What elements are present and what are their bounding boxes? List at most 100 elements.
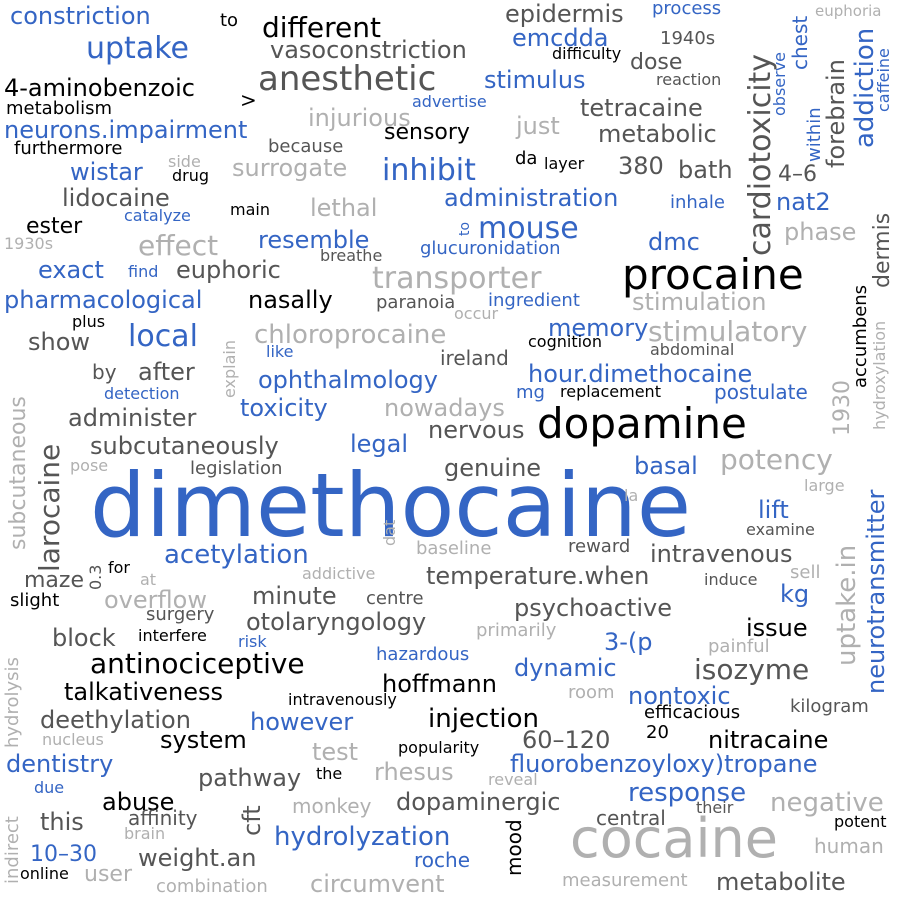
word-380: 380: [618, 152, 664, 180]
word-resemble: resemble: [258, 226, 370, 254]
word-test: test: [312, 738, 359, 766]
word-breathe: breathe: [320, 246, 383, 265]
word-uptake-in: uptake.in: [832, 544, 862, 666]
word-wistar: wistar: [70, 158, 143, 186]
word-affinity: affinity: [128, 806, 198, 830]
word-nasally: nasally: [248, 286, 333, 314]
word-observe: observe: [770, 51, 789, 116]
word-hour-dimethocaine: hour.dimethocaine: [528, 360, 753, 388]
word-toxicity: toxicity: [240, 394, 328, 422]
word-euphoric: euphoric: [176, 256, 281, 284]
word-due: due: [34, 778, 65, 797]
word-1930: 1930: [830, 380, 855, 436]
word-acetylation: acetylation: [164, 540, 309, 570]
word-sensory: sensory: [384, 120, 470, 145]
word-by: by: [92, 360, 117, 384]
word-centre: centre: [366, 588, 424, 609]
word-deethylation: deethylation: [40, 706, 191, 734]
word-local: local: [128, 319, 198, 354]
word-efficacious: efficacious: [644, 702, 741, 723]
word-injection: injection: [428, 704, 540, 734]
word-legal: legal: [350, 430, 409, 458]
word-la: la: [624, 486, 639, 505]
word-antinociceptive: antinociceptive: [90, 647, 305, 680]
word-issue: issue: [746, 614, 808, 642]
word-neurons-impairment: neurons.impairment: [4, 116, 248, 144]
word-maze: maze: [24, 568, 84, 593]
word-10-30: 10–30: [30, 842, 97, 867]
word-block: block: [52, 624, 116, 652]
word-occur: occur: [454, 304, 499, 323]
word-1930s: 1930s: [4, 234, 54, 253]
word-bath: bath: [678, 156, 733, 184]
word-for: for: [108, 558, 130, 577]
word-this: this: [40, 808, 84, 836]
word-metabolite: metabolite: [716, 868, 846, 896]
word-uptake: uptake: [86, 31, 189, 66]
word-exact: exact: [38, 256, 104, 284]
word-dose: dose: [630, 50, 683, 75]
word-ireland: ireland: [440, 346, 509, 370]
word-reward: reward: [568, 536, 631, 557]
word-cft: cft: [238, 805, 266, 836]
word-combination: combination: [156, 876, 268, 897]
word-examine: examine: [746, 520, 815, 539]
word-hydrolysis: hydrolysis: [2, 657, 23, 748]
word-user: user: [84, 862, 132, 887]
word-ophthalmology: ophthalmology: [258, 366, 438, 394]
word-dmc: dmc: [648, 228, 700, 256]
word-lethal: lethal: [310, 194, 378, 222]
word-hoffmann: hoffmann: [382, 670, 497, 698]
word-genuine: genuine: [444, 454, 542, 482]
word-plus: plus: [72, 312, 106, 331]
word-stimulus: stimulus: [484, 66, 586, 94]
word-however: however: [250, 708, 354, 736]
word-mg: mg: [516, 382, 545, 403]
word-20: 20: [646, 722, 669, 743]
word-roche: roche: [414, 848, 470, 872]
word-drug: drug: [172, 166, 210, 185]
word-stimulation: stimulation: [632, 288, 767, 316]
word-ingredient: ingredient: [488, 290, 580, 311]
word-neurotransmitter: neurotransmitter: [862, 489, 890, 694]
word-transporter: transporter: [372, 261, 542, 296]
word-weight-an: weight.an: [138, 844, 257, 872]
word-constriction: constriction: [10, 2, 151, 30]
word-nucleus: nucleus: [42, 730, 104, 749]
word-epidermis: epidermis: [505, 0, 624, 28]
word-overflow: overflow: [104, 586, 207, 614]
word-procaine: procaine: [622, 250, 804, 299]
word-tetracaine: tetracaine: [580, 94, 703, 122]
word-central: central: [596, 806, 666, 830]
word-pathway: pathway: [198, 764, 302, 792]
word-accumbens: accumbens: [850, 284, 871, 388]
word-1940s: 1940s: [660, 28, 716, 49]
word-indirect: indirect: [2, 816, 23, 884]
word-0-3: 0.3: [86, 564, 105, 590]
word-pose: pose: [70, 456, 109, 475]
word-measurement: measurement: [562, 870, 688, 891]
word-after: after: [138, 358, 195, 386]
word-subcutaneous: subcutaneous: [6, 396, 31, 550]
word-explain: explain: [220, 339, 239, 398]
word-hydroxylation: hydroxylation: [870, 320, 889, 430]
word-emcdda: emcdda: [512, 24, 609, 52]
word-because: because: [268, 136, 344, 157]
word-nowadays: nowadays: [384, 394, 505, 422]
word-ester: ester: [26, 214, 83, 239]
word-4-6: 4–6: [778, 162, 817, 187]
word-show: show: [28, 328, 91, 356]
word-risk: risk: [238, 632, 267, 651]
word-abuse: abuse: [102, 788, 175, 816]
word-cocaine: cocaine: [570, 807, 778, 870]
word-popularity: popularity: [398, 738, 480, 757]
word-dopamine: dopamine: [537, 399, 747, 448]
word-addictive: addictive: [302, 564, 376, 583]
word-minute: minute: [252, 582, 337, 610]
word-dentistry: dentistry: [6, 750, 114, 778]
word-monkey: monkey: [292, 794, 372, 818]
word-larocaine: larocaine: [33, 443, 66, 572]
word-sell: sell: [790, 562, 821, 583]
word-kilogram: kilogram: [790, 696, 869, 717]
word-to: to: [220, 10, 239, 31]
